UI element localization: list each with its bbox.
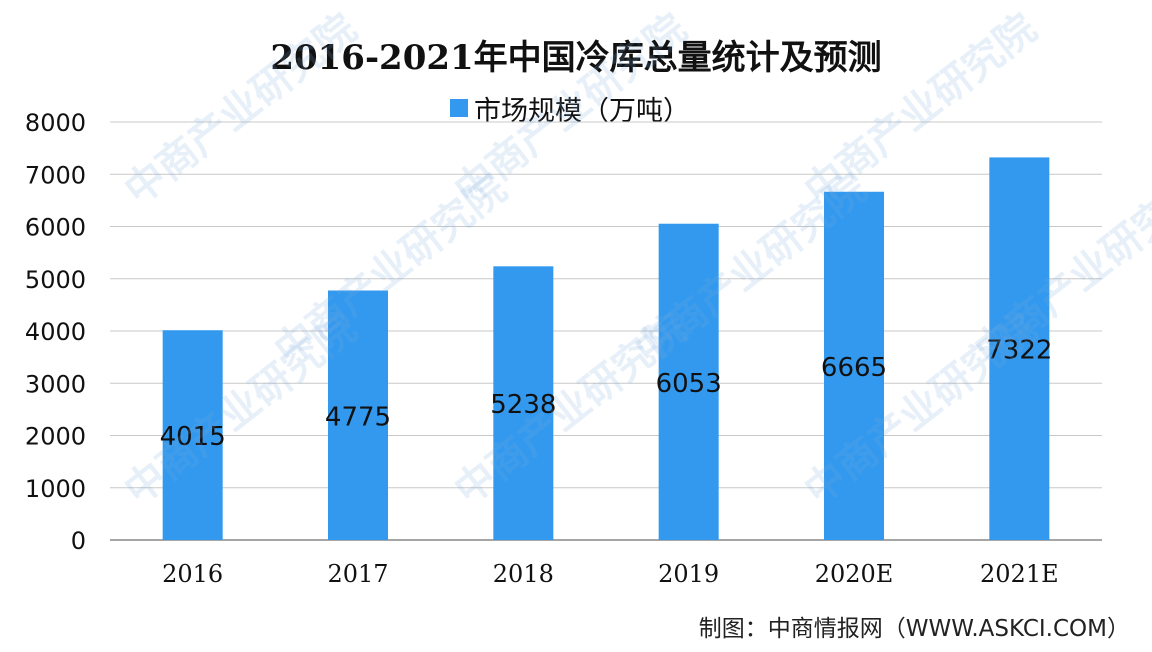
x-tick-label: 2020E (815, 560, 894, 588)
chart-legend: 市场规模（万吨） (450, 88, 690, 128)
x-tick-label: 2019 (658, 560, 719, 588)
bar (989, 157, 1050, 540)
x-tick-label: 2018 (493, 560, 554, 588)
y-tick-label: 5000 (25, 266, 86, 294)
x-tick-label: 2016 (162, 560, 223, 588)
y-tick-label: 1000 (25, 475, 86, 503)
x-tick-label: 2021E (980, 560, 1059, 588)
bar (658, 223, 719, 540)
y-tick-label: 7000 (25, 161, 86, 189)
bar (824, 191, 884, 540)
data-labels: 4015 4775 5238 6053 6665 7322 (160, 336, 1053, 452)
legend-swatch (450, 99, 468, 117)
y-tick-label: 2000 (25, 423, 86, 451)
data-label: 6665 (821, 353, 887, 383)
x-tick-label: 2017 (327, 560, 388, 588)
bar (328, 290, 388, 540)
y-tick-label: 3000 (25, 370, 86, 398)
data-label: 4775 (325, 402, 391, 432)
x-axis-ticks: 2016 2017 2018 2019 2020E 2021E (162, 560, 1059, 588)
source-note: 制图：中商情报网（WWW.ASKCI.COM） (698, 616, 1130, 642)
y-tick-label: 6000 (25, 214, 86, 242)
y-tick-label: 0 (71, 527, 86, 555)
bar (162, 330, 223, 540)
data-label: 4015 (160, 422, 226, 452)
data-label: 5238 (490, 390, 556, 420)
data-label: 6053 (656, 369, 722, 399)
legend-label: 市场规模（万吨） (474, 95, 690, 127)
y-tick-label: 4000 (25, 318, 86, 346)
grid-lines (110, 121, 1102, 541)
chart-title: 2016-2021年中国冷库总量统计及预测 (270, 38, 882, 78)
bar (493, 266, 554, 540)
y-axis-ticks: 0 1000 2000 3000 4000 5000 6000 7000 8000 (25, 109, 86, 555)
bars (162, 157, 1050, 540)
data-label: 7322 (986, 336, 1052, 366)
y-tick-label: 8000 (25, 109, 86, 137)
